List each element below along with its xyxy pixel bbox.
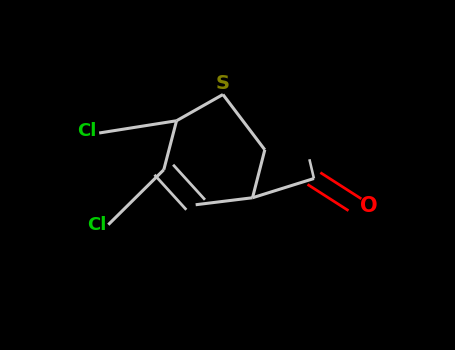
Text: Cl: Cl: [86, 216, 106, 234]
Text: Cl: Cl: [77, 122, 97, 140]
Text: S: S: [216, 74, 230, 93]
Text: O: O: [360, 196, 378, 217]
